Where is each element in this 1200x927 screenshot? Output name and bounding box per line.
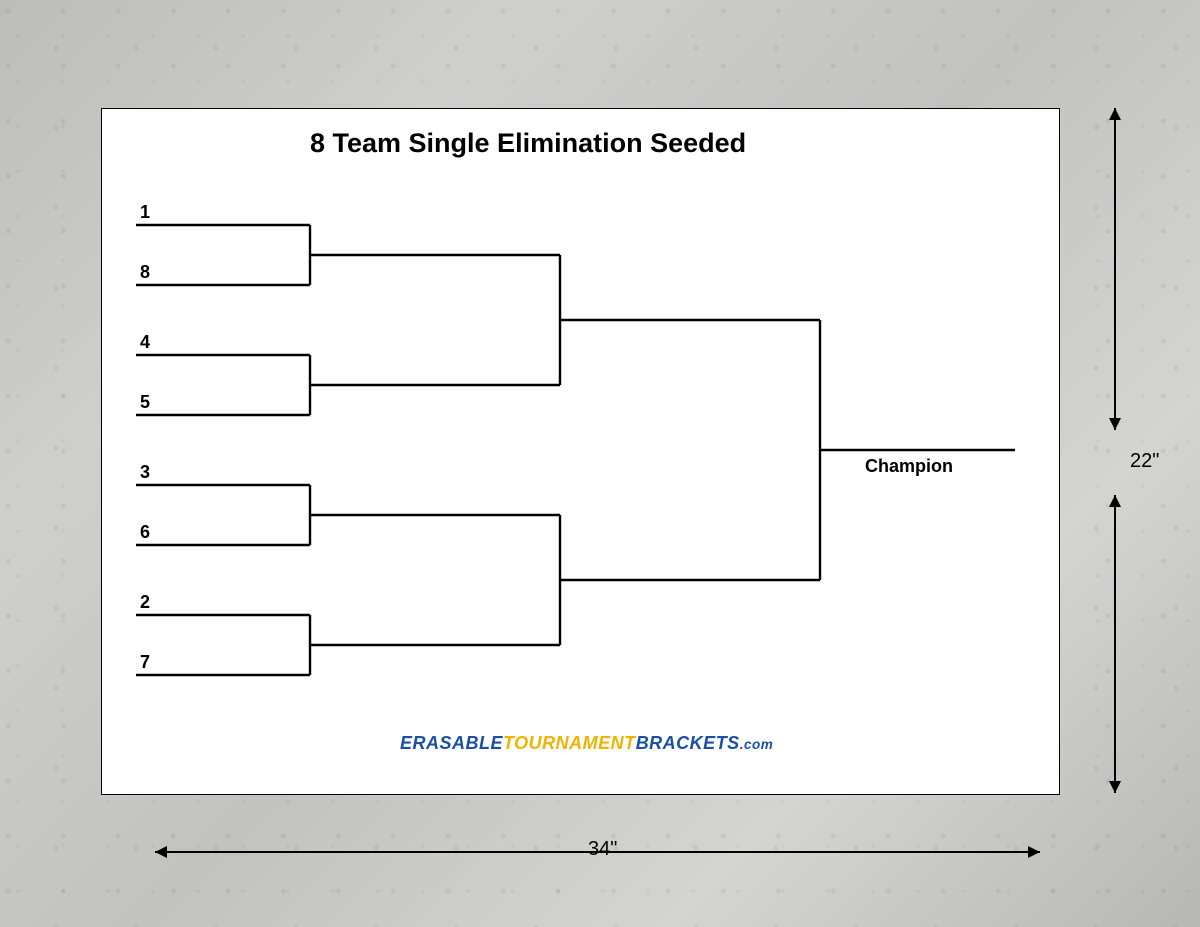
bracket-title: 8 Team Single Elimination Seeded (310, 128, 746, 159)
logo-word-3: BRACKETS (636, 733, 740, 753)
seed-1: 1 (140, 202, 150, 223)
logo-word-1: ERASABLE (400, 733, 503, 753)
seed-8: 7 (140, 652, 150, 673)
seed-7: 2 (140, 592, 150, 613)
height-dimension-label: 22" (1130, 450, 1159, 473)
logo-suffix: .com (740, 737, 774, 752)
champion-label: Champion (865, 456, 953, 477)
seed-5: 3 (140, 462, 150, 483)
width-dimension-label: 34" (588, 838, 617, 861)
seed-2: 8 (140, 262, 150, 283)
logo-word-2: TOURNAMENT (503, 733, 636, 753)
brand-logo: ERASABLETOURNAMENTBRACKETS.com (400, 733, 773, 754)
seed-6: 6 (140, 522, 150, 543)
seed-3: 4 (140, 332, 150, 353)
bracket-sheet (101, 108, 1060, 795)
seed-4: 5 (140, 392, 150, 413)
